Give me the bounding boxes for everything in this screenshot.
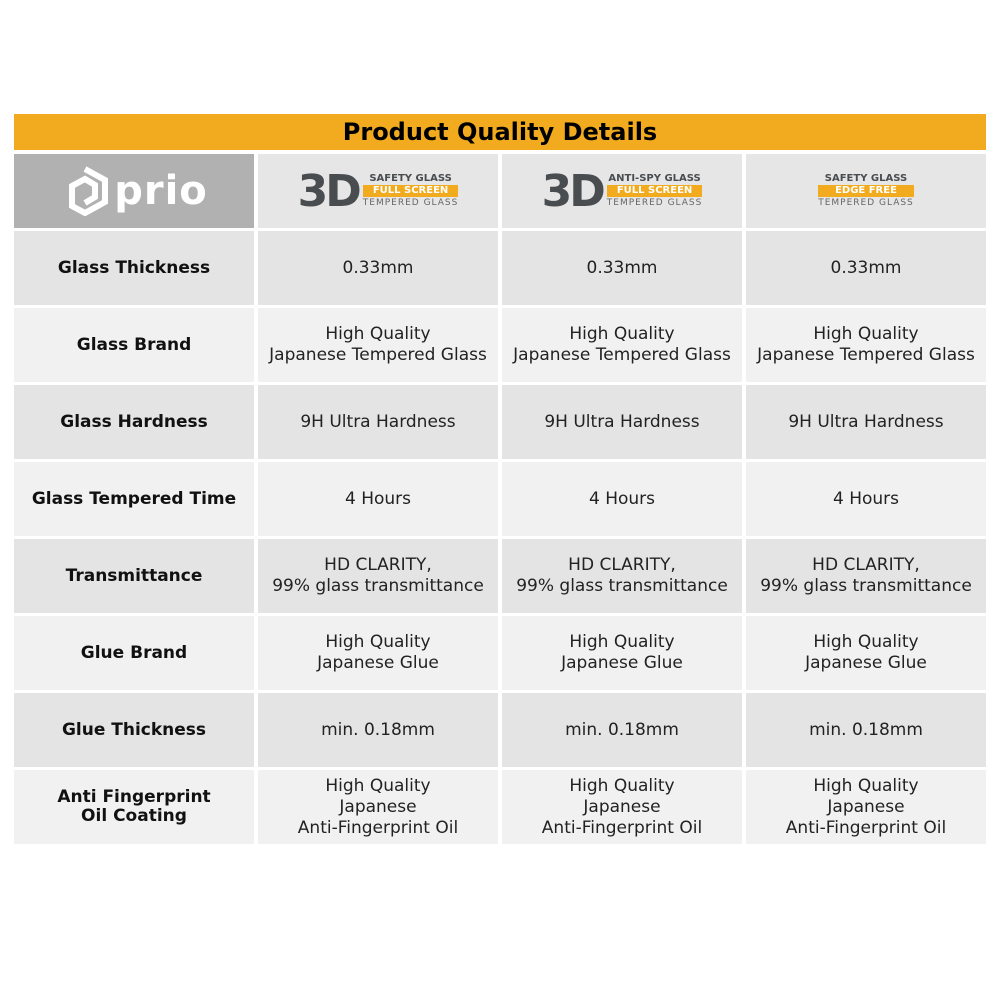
row-label: Glass Thickness bbox=[14, 231, 254, 305]
table-cell: min. 0.18mm bbox=[258, 693, 498, 767]
product-badge: 3D SAFETY GLASS FULL SCREEN TEMPERED GLASS bbox=[297, 165, 459, 217]
table-cell: HD CLARITY, 99% glass transmittance bbox=[502, 539, 742, 613]
table-cell: High Quality Japanese Tempered Glass bbox=[502, 308, 742, 382]
product-band: EDGE FREE bbox=[818, 185, 914, 197]
product-header-2: 3D ANTI-SPY GLASS FULL SCREEN TEMPERED GLAS… bbox=[502, 154, 742, 228]
product-badge: SAFETY GLASS EDGE FREE TEMPERED GLASS bbox=[818, 173, 914, 209]
product-header-3: SAFETY GLASS EDGE FREE TEMPERED GLASS bbox=[746, 154, 986, 228]
product-band: FULL SCREEN bbox=[362, 185, 459, 197]
row-label: Anti Fingerprint Oil Coating bbox=[14, 770, 254, 844]
table-cell: High Quality Japanese Tempered Glass bbox=[746, 308, 986, 382]
row-label: Glue Thickness bbox=[14, 693, 254, 767]
table-title: Product Quality Details bbox=[14, 114, 986, 150]
table-cell: 4 Hours bbox=[502, 462, 742, 536]
table-cell: 9H Ultra Hardness bbox=[502, 385, 742, 459]
product-line1: ANTI-SPY GLASS bbox=[608, 173, 701, 184]
table-cell: 0.33mm bbox=[258, 231, 498, 305]
table-cell: min. 0.18mm bbox=[502, 693, 742, 767]
table-cell: High Quality Japanese Anti-Fingerprint O… bbox=[746, 770, 986, 844]
prio-logo: prio bbox=[14, 154, 254, 228]
table-cell: 4 Hours bbox=[746, 462, 986, 536]
table-cell: 0.33mm bbox=[502, 231, 742, 305]
table-cell: HD CLARITY, 99% glass transmittance bbox=[258, 539, 498, 613]
table-cell: HD CLARITY, 99% glass transmittance bbox=[746, 539, 986, 613]
product-band: FULL SCREEN bbox=[606, 185, 703, 197]
product-line3: TEMPERED GLASS bbox=[606, 198, 703, 208]
table-cell: High Quality Japanese Glue bbox=[746, 616, 986, 690]
logo-text: prio bbox=[114, 167, 208, 214]
row-label: Transmittance bbox=[14, 539, 254, 613]
row-label: Glass Brand bbox=[14, 308, 254, 382]
table-cell: High Quality Japanese Glue bbox=[502, 616, 742, 690]
row-label: Glass Hardness bbox=[14, 385, 254, 459]
product-line3: TEMPERED GLASS bbox=[362, 198, 459, 208]
table-cell: High Quality Japanese Anti-Fingerprint O… bbox=[258, 770, 498, 844]
table-cell: High Quality Japanese Tempered Glass bbox=[258, 308, 498, 382]
table-cell: 9H Ultra Hardness bbox=[258, 385, 498, 459]
product-prefix: 3D bbox=[541, 165, 606, 217]
product-prefix: 3D bbox=[297, 165, 362, 217]
table-cell: 0.33mm bbox=[746, 231, 986, 305]
product-badge: 3D ANTI-SPY GLASS FULL SCREEN TEMPERED GLAS… bbox=[541, 165, 703, 217]
product-line1: SAFETY GLASS bbox=[824, 173, 908, 184]
table-cell: min. 0.18mm bbox=[746, 693, 986, 767]
table-cell: 4 Hours bbox=[258, 462, 498, 536]
table-cell: High Quality Japanese Anti-Fingerprint O… bbox=[502, 770, 742, 844]
table-cell: 9H Ultra Hardness bbox=[746, 385, 986, 459]
prio-logo-icon bbox=[69, 166, 109, 216]
product-header-1: 3D SAFETY GLASS FULL SCREEN TEMPERED GLASS bbox=[258, 154, 498, 228]
product-line1: SAFETY GLASS bbox=[369, 173, 452, 184]
row-label: Glass Tempered Time bbox=[14, 462, 254, 536]
quality-table: prio 3D SAFETY GLASS FULL SCREEN TEMPERED G… bbox=[14, 154, 986, 844]
row-label: Glue Brand bbox=[14, 616, 254, 690]
table-cell: High Quality Japanese Glue bbox=[258, 616, 498, 690]
product-line3: TEMPERED GLASS bbox=[818, 198, 914, 208]
